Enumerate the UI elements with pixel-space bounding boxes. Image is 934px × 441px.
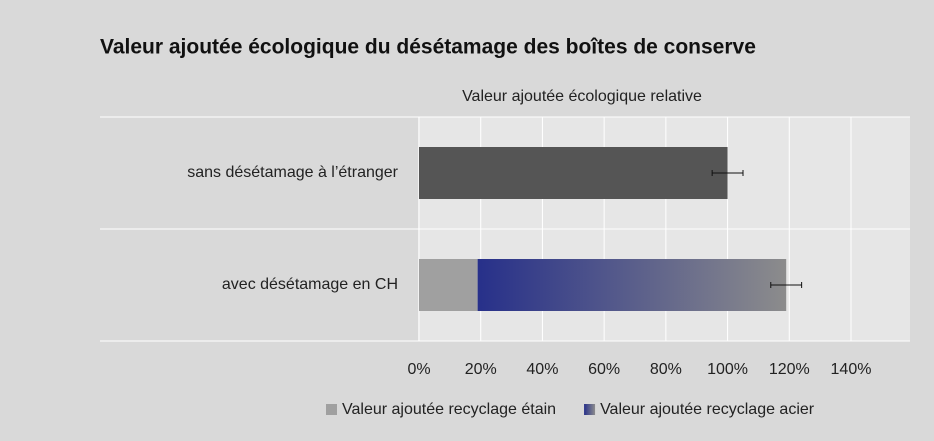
error-bar: [711, 170, 744, 176]
legend-swatch: [326, 404, 337, 415]
x-tick-label: 140%: [831, 361, 872, 378]
x-tick-label: 100%: [707, 361, 748, 378]
chart-title: Valeur ajoutée écologique du désétamage …: [100, 36, 756, 59]
bar: [477, 259, 787, 311]
x-tick-label: 20%: [465, 361, 497, 378]
legend-label: Valeur ajoutée recyclage acier: [600, 401, 815, 418]
x-tick-label: 0%: [407, 361, 430, 378]
legend-label: Valeur ajoutée recyclage étain: [342, 401, 556, 418]
y-tick-label: avec désétamage en CH: [222, 276, 398, 293]
x-axis-title: Valeur ajoutée écologique relative: [462, 88, 702, 105]
x-tick-label: 120%: [769, 361, 810, 378]
legend-swatch: [584, 404, 596, 415]
x-tick-label: 80%: [650, 361, 682, 378]
x-tick-label: 40%: [526, 361, 558, 378]
error-bar: [770, 282, 803, 288]
y-tick-label: sans désétamage à l’étranger: [187, 164, 398, 181]
bar: [419, 259, 478, 311]
x-tick-label: 60%: [588, 361, 620, 378]
bar: [419, 147, 728, 199]
